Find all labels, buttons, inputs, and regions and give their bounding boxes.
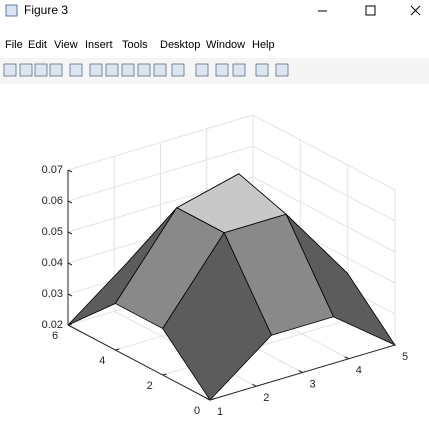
menu-item[interactable]: Edit (28, 39, 47, 51)
x-tick-label: 3 (309, 378, 315, 390)
axes: 0.02 0.03 0.04 0.05 0.06 0.07 1 2 3 4 5 0 2 4 6 (42, 114, 408, 418)
x-tick-label: 1 (217, 406, 223, 418)
maximize-button[interactable] (365, 5, 376, 16)
menu-item[interactable]: File (5, 39, 23, 51)
tool-button[interactable] (89, 63, 103, 77)
tool-button[interactable] (3, 63, 17, 77)
menu-bar: File Edit View Insert Tools Desktop Window Help (5, 39, 275, 51)
y-axis (67, 324, 211, 401)
menu-item[interactable]: Window (206, 39, 245, 51)
x-tick (205, 397, 211, 401)
tool-button[interactable] (137, 63, 151, 77)
tool-button[interactable] (105, 63, 119, 77)
tool-button[interactable] (34, 63, 48, 77)
z-tick (67, 231, 73, 235)
grid-line (67, 114, 254, 171)
y-tick-label: 0 (194, 405, 200, 417)
tool-button[interactable] (121, 63, 135, 77)
z-tick (67, 293, 73, 297)
app-icon (5, 4, 18, 17)
tool-button[interactable] (255, 63, 269, 77)
y-tick (67, 323, 73, 326)
toolbar (0, 58, 429, 84)
menu-item[interactable]: View (54, 39, 78, 51)
tool-button[interactable] (49, 63, 63, 77)
tool-button[interactable] (153, 63, 167, 77)
x-tick (298, 370, 303, 373)
toolbar-icons (3, 63, 289, 77)
x-tick-label: 4 (356, 365, 362, 377)
y-tick (115, 348, 120, 351)
tool-button[interactable] (69, 63, 83, 77)
x-tick-label: 5 (402, 351, 408, 363)
z-tick-label: 0.05 (42, 226, 63, 238)
z-tick-label: 0.03 (42, 288, 63, 300)
y-tick (162, 373, 167, 376)
grid-line (67, 145, 254, 202)
x-tick-label: 2 (263, 392, 269, 404)
z-tick-label: 0.07 (42, 164, 63, 176)
z-tick-label: 0.06 (42, 195, 63, 207)
surface-face (162, 231, 272, 401)
x-tick (344, 356, 349, 360)
close-button[interactable] (410, 5, 421, 16)
grid-line (252, 176, 396, 253)
tool-button[interactable] (275, 63, 289, 77)
tool-button[interactable] (232, 63, 246, 77)
z-tick-label: 0.02 (42, 319, 63, 331)
grid-line (252, 145, 396, 222)
tool-button[interactable] (171, 63, 185, 77)
grid-line (252, 114, 396, 191)
z-tick (67, 169, 73, 173)
y-tick-label: 6 (52, 330, 58, 342)
z-tick (67, 262, 73, 266)
menu-item[interactable]: Help (252, 39, 275, 51)
y-tick-label: 4 (99, 355, 105, 367)
z-tick (67, 200, 73, 204)
menu-item[interactable]: Tools (122, 39, 148, 51)
x-tick (252, 383, 257, 387)
tool-button[interactable] (195, 63, 209, 77)
tool-button[interactable] (215, 63, 229, 77)
tool-button[interactable] (19, 63, 33, 77)
x-tick (390, 342, 396, 346)
z-tick-label: 0.04 (42, 257, 63, 269)
menu-item[interactable]: Desktop (160, 39, 200, 51)
y-tick-label: 2 (147, 380, 153, 392)
window-title: Figure 3 (24, 3, 68, 17)
y-tick (209, 398, 215, 401)
menu-item[interactable]: Insert (85, 39, 113, 51)
